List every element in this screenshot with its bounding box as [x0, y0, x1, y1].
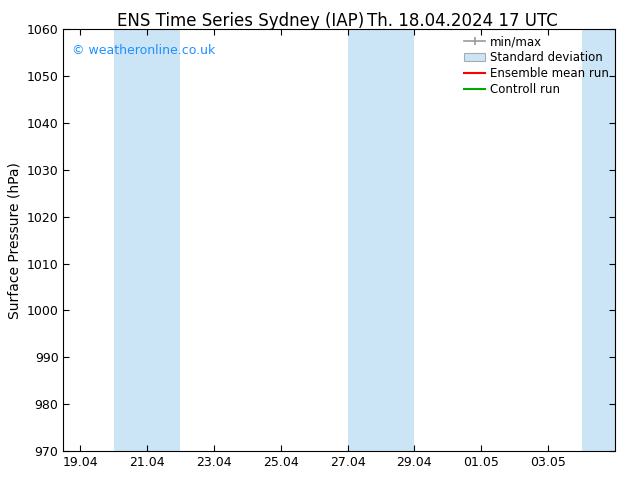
- Text: ENS Time Series Sydney (IAP): ENS Time Series Sydney (IAP): [117, 12, 365, 30]
- Text: © weatheronline.co.uk: © weatheronline.co.uk: [72, 44, 215, 57]
- Bar: [581, 29, 631, 451]
- Bar: [113, 29, 181, 451]
- Bar: [347, 29, 415, 451]
- Legend: min/max, Standard deviation, Ensemble mean run, Controll run: min/max, Standard deviation, Ensemble me…: [462, 33, 611, 98]
- Y-axis label: Surface Pressure (hPa): Surface Pressure (hPa): [7, 162, 21, 318]
- Text: Th. 18.04.2024 17 UTC: Th. 18.04.2024 17 UTC: [368, 12, 558, 30]
